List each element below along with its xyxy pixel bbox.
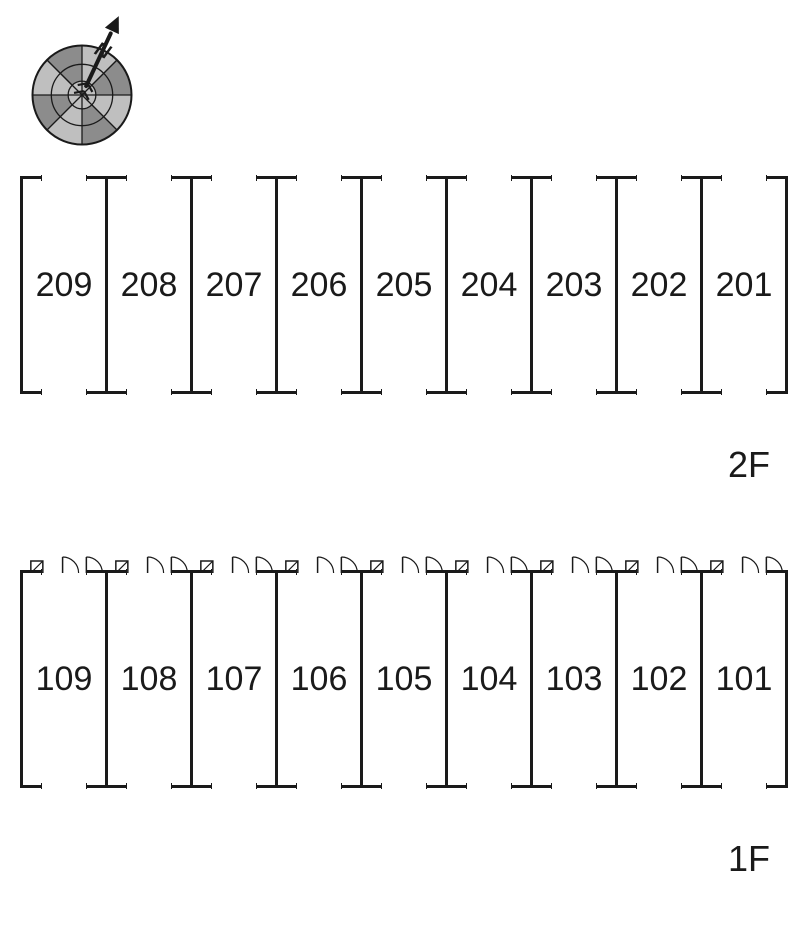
window-sill — [126, 389, 172, 395]
window-sill — [211, 175, 257, 181]
unit-number: 206 — [291, 266, 348, 305]
window-sill — [41, 389, 87, 395]
window-sill — [296, 783, 342, 789]
unit-number: 102 — [631, 660, 688, 699]
unit-number: 109 — [36, 660, 93, 699]
floor-label: 2F — [728, 444, 770, 486]
window-sill — [211, 783, 257, 789]
unit-number: 208 — [121, 266, 178, 305]
floor-1f: 109 108 107 106 105 104 103 102 101 — [20, 570, 788, 788]
unit-cell: 103 — [530, 570, 618, 788]
door-icon — [448, 553, 536, 573]
unit-number: 201 — [716, 266, 773, 305]
unit-row: 209 208 207 206 205 204 203 202 201 — [20, 176, 788, 394]
unit-cell: 203 — [530, 176, 618, 394]
unit-cell: 109 — [20, 570, 108, 788]
door-icon — [703, 553, 791, 573]
unit-cell: 208 — [105, 176, 193, 394]
floor-2f: 209 208 207 206 205 204 203 202 201 — [20, 176, 788, 394]
unit-cell: 105 — [360, 570, 448, 788]
window-sill — [381, 389, 427, 395]
window-sill — [551, 783, 597, 789]
unit-number: 205 — [376, 266, 433, 305]
window-sill — [721, 389, 767, 395]
window-sill — [721, 783, 767, 789]
unit-cell: 205 — [360, 176, 448, 394]
unit-number: 207 — [206, 266, 263, 305]
door-icon — [278, 553, 366, 573]
unit-cell: 108 — [105, 570, 193, 788]
door-icon — [363, 553, 451, 573]
floor-label: 1F — [728, 838, 770, 880]
window-sill — [41, 175, 87, 181]
unit-number: 104 — [461, 660, 518, 699]
unit-number: 209 — [36, 266, 93, 305]
window-sill — [41, 783, 87, 789]
window-sill — [466, 175, 512, 181]
window-sill — [636, 175, 682, 181]
window-sill — [381, 783, 427, 789]
door-icon — [193, 553, 281, 573]
door-icon — [618, 553, 706, 573]
door-icon — [533, 553, 621, 573]
window-sill — [551, 389, 597, 395]
unit-number: 107 — [206, 660, 263, 699]
window-sill — [466, 389, 512, 395]
unit-number: 204 — [461, 266, 518, 305]
window-sill — [211, 389, 257, 395]
door-icon — [23, 553, 111, 573]
window-sill — [721, 175, 767, 181]
window-sill — [636, 389, 682, 395]
unit-number: 101 — [716, 660, 773, 699]
unit-cell: 106 — [275, 570, 363, 788]
unit-cell: 104 — [445, 570, 533, 788]
unit-cell: 202 — [615, 176, 703, 394]
unit-number: 108 — [121, 660, 178, 699]
unit-cell: 107 — [190, 570, 278, 788]
unit-number: 202 — [631, 266, 688, 305]
window-sill — [466, 783, 512, 789]
window-sill — [126, 175, 172, 181]
unit-cell: 102 — [615, 570, 703, 788]
window-sill — [381, 175, 427, 181]
unit-cell: 201 — [700, 176, 788, 394]
unit-cell: 209 — [20, 176, 108, 394]
unit-number: 103 — [546, 660, 603, 699]
compass-rose: N — [22, 8, 172, 158]
window-sill — [636, 783, 682, 789]
unit-number: 105 — [376, 660, 433, 699]
unit-cell: 204 — [445, 176, 533, 394]
unit-cell: 207 — [190, 176, 278, 394]
unit-cell: 101 — [700, 570, 788, 788]
unit-number: 106 — [291, 660, 348, 699]
unit-row: 109 108 107 106 105 104 103 102 101 — [20, 570, 788, 788]
unit-cell: 206 — [275, 176, 363, 394]
unit-number: 203 — [546, 266, 603, 305]
door-icon — [108, 553, 196, 573]
window-sill — [296, 389, 342, 395]
window-sill — [126, 783, 172, 789]
window-sill — [296, 175, 342, 181]
floorplan-canvas: N 20920820720620520420320220110910810710… — [0, 0, 800, 940]
window-sill — [551, 175, 597, 181]
